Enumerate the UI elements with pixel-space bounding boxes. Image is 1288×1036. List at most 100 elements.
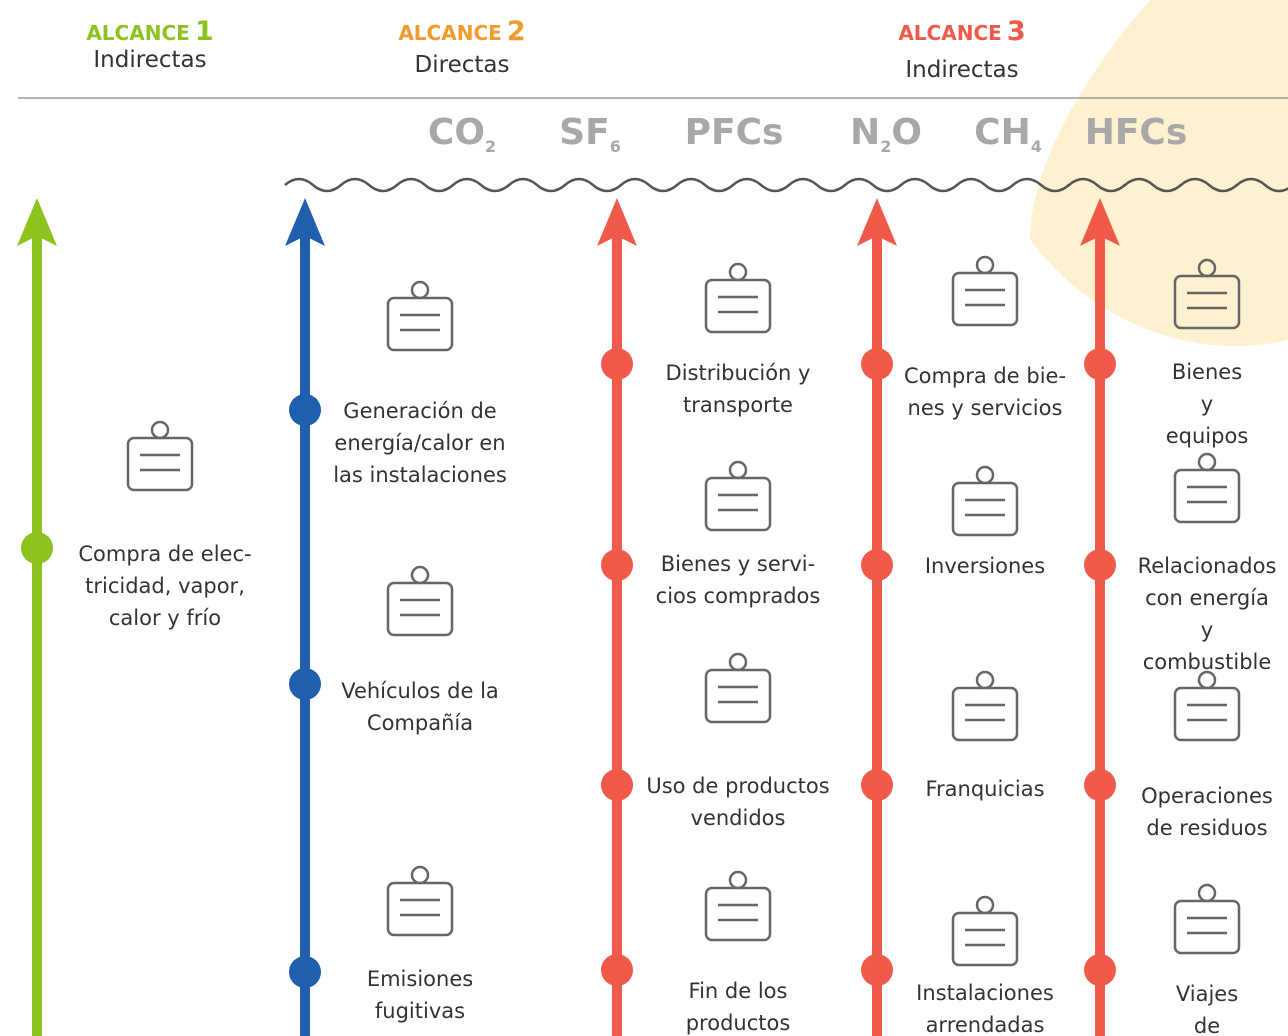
item-icon: [1173, 670, 1241, 742]
item-icon: [386, 865, 454, 937]
icon-part: [386, 581, 454, 637]
gas-label: N2O: [850, 112, 922, 156]
icon-part: [975, 895, 995, 915]
scope-subtitle: Directas: [414, 52, 510, 78]
item-icon: [704, 652, 772, 724]
item-dot: [1084, 549, 1116, 581]
gas-subscript: 6: [609, 137, 621, 157]
item-icon: [386, 280, 454, 352]
item-dot: [289, 668, 321, 700]
item-label: Fin de los productos: [685, 979, 791, 1035]
item-label: Compra de bie- nes y servicios: [903, 364, 1067, 420]
scope-label: ALCANCE: [898, 21, 1002, 45]
scope-label: ALCANCE: [398, 21, 502, 45]
icon-part: [728, 460, 748, 480]
gas-label: PFCs: [685, 112, 784, 153]
item-label: Generación de energía/calor en las insta…: [333, 399, 507, 487]
gas-text: O: [891, 112, 922, 153]
icon-part: [704, 668, 772, 724]
gas-subscript: 2: [484, 137, 497, 157]
icon-part: [951, 686, 1019, 742]
icon-part: [975, 670, 995, 690]
item-icon: [1173, 452, 1241, 524]
icon-part: [728, 652, 748, 672]
item-icon: [1173, 258, 1241, 330]
gas-text: N: [850, 112, 881, 153]
item-label: Distribución y transporte: [665, 361, 811, 417]
item-dot: [601, 549, 633, 581]
icon-part: [975, 255, 995, 275]
scope-arrow-head: [597, 198, 637, 246]
scope-number: 1: [194, 16, 214, 47]
scope-header: ALCANCE 3 Indirectas: [898, 16, 1025, 83]
item-dot: [601, 954, 633, 986]
icon-part: [410, 565, 430, 585]
item-dot: [861, 348, 893, 380]
item-icon: [386, 565, 454, 637]
scope-arrow-head: [857, 198, 897, 246]
item-dot: [289, 394, 321, 426]
item-label: Viajes de negocios: [1175, 982, 1239, 1036]
item-label: Inversiones: [924, 554, 1046, 578]
scope-header: ALCANCE 1 Indirectas: [86, 16, 213, 73]
scope-subtitle: Indirectas: [905, 57, 1019, 83]
gas-subscript: 2: [880, 137, 892, 157]
gas-text: CO: [427, 112, 485, 153]
icon-part: [704, 886, 772, 942]
item-icon: [951, 670, 1019, 742]
scope-label: ALCANCE: [86, 21, 190, 45]
item-dot: [1084, 769, 1116, 801]
icon-part: [728, 870, 748, 890]
scope-arrow-head: [1080, 198, 1120, 246]
icon-part: [951, 271, 1019, 327]
item-icon: [951, 255, 1019, 327]
gas-text: PFCs: [684, 112, 784, 153]
gas-subscript: 4: [1030, 137, 1042, 157]
scope-number: 2: [506, 16, 526, 47]
item-dot: [861, 954, 893, 986]
wavy-line: [284, 177, 1288, 193]
icon-part: [951, 481, 1019, 537]
icon-part: [728, 262, 748, 282]
icon-part: [126, 436, 194, 492]
item-dot: [601, 348, 633, 380]
icons: [126, 255, 1241, 967]
item-label: Vehículos de la Compañía: [341, 679, 499, 735]
item-dot: [289, 956, 321, 988]
icon-part: [1197, 670, 1217, 690]
gas-text: SF: [559, 112, 610, 153]
scope-arrow-head: [285, 198, 325, 246]
item-icon: [1173, 883, 1241, 955]
item-dot: [861, 769, 893, 801]
item-label: Compra de elec- tricidad, vapor, calor y…: [78, 542, 252, 630]
icon-part: [386, 881, 454, 937]
item-dot: [601, 769, 633, 801]
icon-part: [410, 865, 430, 885]
item-dot: [1084, 954, 1116, 986]
item-icon: [704, 262, 772, 334]
icon-part: [1173, 899, 1241, 955]
background-shape: [1030, 0, 1288, 346]
item-icon: [951, 895, 1019, 967]
icon-part: [1173, 468, 1241, 524]
icon-part: [1197, 452, 1217, 472]
item-label: Operaciones de residuos: [1141, 784, 1273, 840]
item-icon: [126, 420, 194, 492]
item-dot: [21, 532, 53, 564]
icon-part: [1197, 883, 1217, 903]
icon-part: [1173, 686, 1241, 742]
icon-part: [951, 911, 1019, 967]
scope-number: 3: [1006, 16, 1026, 47]
item-dot: [861, 549, 893, 581]
item-dot: [1084, 348, 1116, 380]
item-label: Uso de productos vendidos: [646, 774, 830, 830]
icon-part: [975, 465, 995, 485]
item-icon: [951, 465, 1019, 537]
icon-part: [1197, 258, 1217, 278]
gas-label: CO2: [428, 112, 496, 156]
icon-part: [386, 296, 454, 352]
gas-text: CH: [974, 112, 1031, 153]
item-label: Relacionados con energía y combustible: [1137, 554, 1277, 674]
